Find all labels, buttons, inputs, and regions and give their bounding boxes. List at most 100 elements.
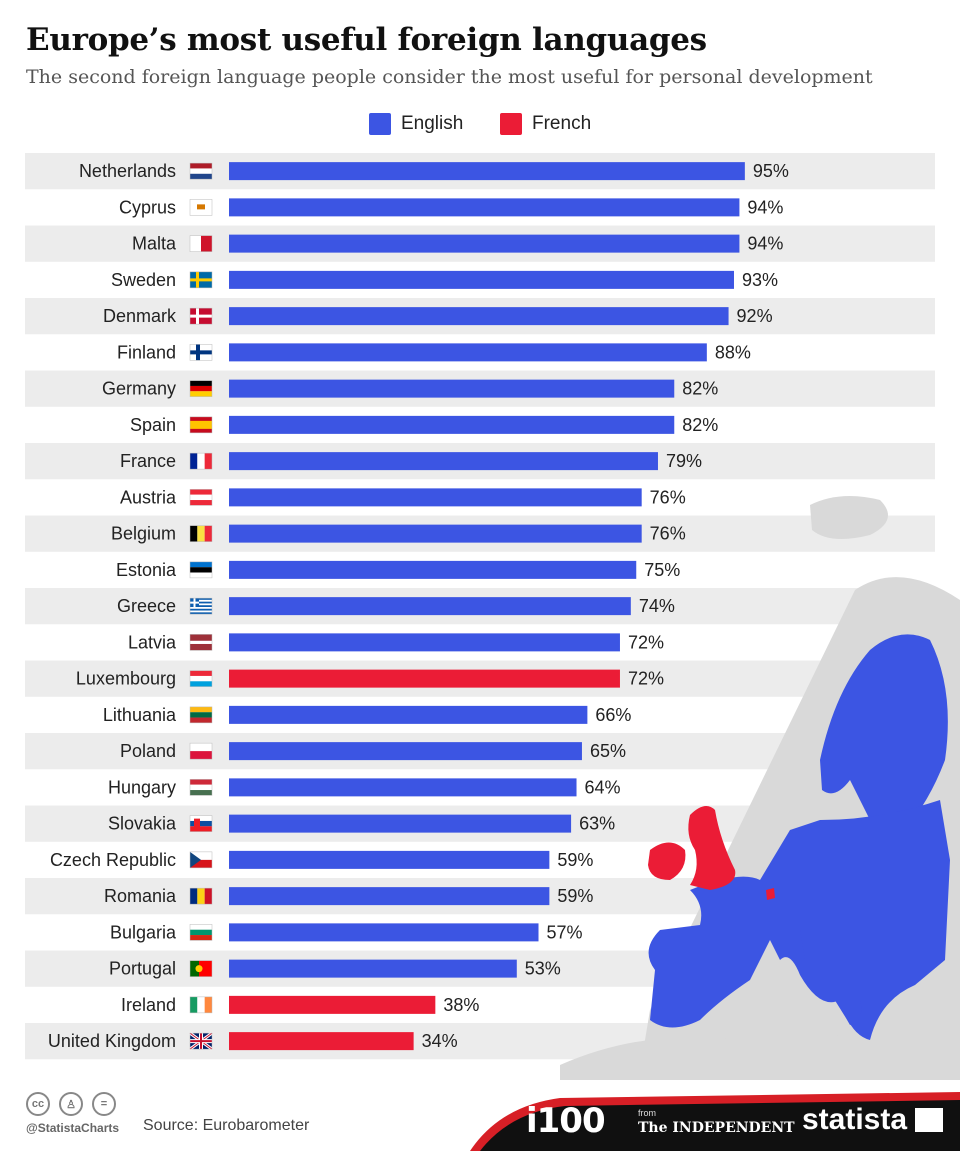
flag-denmark-icon [189,307,213,325]
bar-france [229,452,658,471]
from-label: from [638,1108,656,1118]
map-continent [648,800,950,1040]
footer-band [470,1092,960,1151]
statista-logo-text: statista [802,1103,908,1136]
flag-czech-republic-icon [189,851,213,869]
statista-logo[interactable]: statista [802,1103,944,1137]
legend-swatch-english [369,113,391,135]
category-label: Cyprus [119,197,176,217]
bar-united-kingdom [229,1032,414,1051]
value-label: 72% [628,632,664,652]
bar-bulgaria [229,923,539,942]
bar-luxembourg [229,669,620,688]
independent-logo[interactable]: The INDEPENDENT [638,1120,795,1136]
bar-row-estonia: Estonia 75% [116,560,680,580]
category-label: Portugal [109,959,176,979]
bar-row-hungary: Hungary 64% [108,777,621,797]
bar-estonia [229,560,637,579]
value-label: 72% [628,669,664,689]
bar-denmark [229,307,729,326]
map-great-britain [688,806,736,890]
category-label: Estonia [116,560,177,580]
chart-subtitle: The second foreign language people consi… [26,66,873,88]
value-label: 34% [422,1031,458,1051]
bar-row-slovakia: Slovakia 63% [108,814,615,834]
category-label: Denmark [103,306,177,326]
value-label: 59% [557,886,593,906]
bar-row-greece: Greece 74% [117,596,675,616]
bar-cyprus [229,198,740,217]
flag-bulgaria-icon [189,924,213,941]
category-label: France [120,451,176,471]
flag-spain-icon [189,416,213,434]
category-label: Finland [117,342,176,362]
flag-greece-icon [189,597,213,615]
bar-sweden [229,270,734,289]
bar-row-romania: Romania 59% [104,886,593,906]
bar-ireland [229,995,436,1014]
category-label: Romania [104,886,177,906]
flag-ireland-icon [189,996,213,1014]
bar-hungary [229,778,577,797]
bar-austria [229,488,642,507]
value-label: 75% [644,560,680,580]
flag-portugal-icon [189,960,213,977]
value-label: 76% [650,524,686,544]
legend-label-english: English [401,113,464,134]
category-label: Ireland [121,995,176,1015]
europe-map-background [560,496,960,1080]
legend-swatch-french [500,113,522,135]
footer [0,1078,960,1151]
bar-finland [229,343,707,362]
value-label: 66% [595,705,631,725]
bar-portugal [229,959,517,978]
bar-belgium [229,524,642,543]
map-africa [560,1032,960,1080]
bar-rows: Netherlands 95% Cyprus 94% Malta 94% Sweden 93%… [48,161,789,1051]
flag-luxembourg-icon [189,670,213,687]
flag-romania-icon [189,887,213,905]
bar-row-united-kingdom: United Kingdom 34% [48,1031,458,1051]
bar-row-germany: Germany 82% [102,379,718,399]
bar-row-portugal: Portugal 53% [109,959,561,979]
bar-latvia [229,633,620,652]
statista-handle[interactable]: @StatistaCharts [26,1121,120,1135]
category-label: Sweden [111,270,176,290]
flag-finland-icon [189,344,213,361]
category-label: Spain [130,415,176,435]
flag-lithuania-icon [189,706,213,724]
value-label: 65% [590,741,626,761]
flag-cyprus-icon [189,199,213,216]
category-label: United Kingdom [48,1031,176,1051]
category-label: Bulgaria [110,922,177,942]
bar-spain [229,415,675,434]
bar-czech-republic [229,850,550,869]
bar-row-netherlands: Netherlands 95% [79,161,789,181]
bar-lithuania [229,705,588,724]
cc-icon: cc [26,1092,50,1116]
value-label: 94% [747,197,783,217]
i100-logo[interactable]: i100 [526,1101,606,1141]
flag-france-icon [189,452,213,470]
flag-united-kingdom-icon [189,1031,213,1051]
category-label: Austria [120,487,177,507]
bar-germany [229,379,675,398]
map-norway-sweden-finland [820,634,948,840]
flag-slovakia-icon [189,815,213,832]
value-label: 38% [443,995,479,1015]
value-label: 93% [742,270,778,290]
map-ireland [648,842,686,880]
legend-item-french: French [500,112,591,136]
legend: English French [0,112,960,136]
legend-item-english: English [369,112,463,136]
bar-row-latvia: Latvia 72% [128,632,664,652]
map-luxembourg [766,888,775,900]
no-derivatives-icon: = [92,1092,116,1116]
bar-row-czech-republic: Czech Republic 59% [50,850,593,870]
bar-greece [229,597,631,616]
chart-title: Europe’s most useful foreign languages [26,22,707,58]
attribution-icon: ♙ [59,1092,83,1116]
value-label: 88% [715,342,751,362]
category-label: Hungary [108,777,176,797]
